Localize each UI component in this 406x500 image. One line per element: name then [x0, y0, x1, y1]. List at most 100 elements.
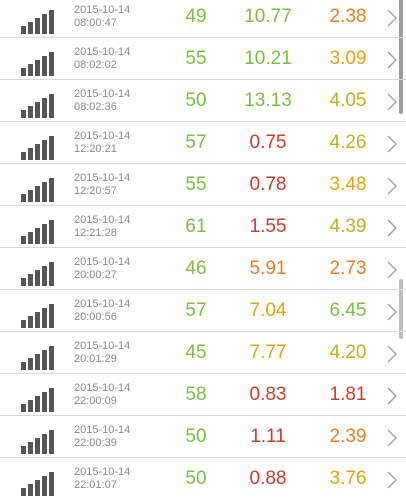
date-text: 2015-10-14 — [74, 340, 131, 352]
signal-strength-icon — [21, 136, 55, 160]
upload-value: 3.48 — [329, 174, 367, 195]
ping-value: 61 — [185, 216, 207, 237]
ping-value: 57 — [185, 132, 207, 153]
chevron-right-icon[interactable] — [386, 93, 398, 111]
signal-strength-icon — [21, 388, 55, 412]
upload-value: 4.26 — [329, 132, 367, 153]
download-value: 13.13 — [244, 90, 292, 111]
date-text: 2015-10-14 — [74, 298, 131, 310]
upload-value: 4.05 — [329, 90, 367, 111]
chevron-right-icon[interactable] — [386, 51, 398, 69]
result-row[interactable]: 2015-10-14 08:02:02 55 10.21 3.09 — [0, 38, 406, 80]
date-text: 2015-10-14 — [74, 424, 131, 436]
result-row[interactable]: 2015-10-14 20:01:29 45 7.77 4.20 — [0, 332, 406, 374]
time-text: 20:01:29 — [74, 353, 117, 365]
scrollbar-indicator[interactable] — [399, 279, 403, 339]
ping-value: 55 — [185, 174, 207, 195]
time-text: 22:00:09 — [74, 395, 117, 407]
result-row[interactable]: 2015-10-14 12:20:57 55 0.78 3.48 — [0, 164, 406, 206]
result-row[interactable]: 2015-10-14 12:21:28 61 1.55 4.39 — [0, 206, 406, 248]
time-text: 20:00:27 — [74, 269, 117, 281]
signal-strength-icon — [21, 304, 55, 328]
upload-value: 4.39 — [329, 216, 367, 237]
download-value: 5.91 — [249, 258, 287, 279]
time-text: 20:00:56 — [74, 311, 117, 323]
timestamp: 2015-10-14 20:00:27 — [74, 256, 130, 282]
time-text: 12:20:21 — [74, 143, 117, 155]
download-value: 1.55 — [249, 216, 287, 237]
timestamp: 2015-10-14 12:20:57 — [74, 172, 130, 198]
date-text: 2015-10-14 — [74, 466, 131, 478]
timestamp: 2015-10-14 08:00:47 — [74, 4, 130, 30]
chevron-right-icon[interactable] — [386, 261, 398, 279]
download-value: 7.77 — [249, 342, 287, 363]
time-text: 08:00:47 — [74, 17, 117, 29]
chevron-right-icon[interactable] — [386, 471, 398, 489]
timestamp: 2015-10-14 20:01:29 — [74, 340, 130, 366]
timestamp: 2015-10-14 08:02:36 — [74, 88, 130, 114]
download-value: 1.11 — [250, 426, 286, 447]
signal-strength-icon — [21, 472, 55, 496]
download-value: 10.77 — [244, 6, 292, 27]
upload-value: 2.73 — [329, 258, 367, 279]
chevron-right-icon[interactable] — [386, 177, 398, 195]
result-row[interactable]: 2015-10-14 22:00:09 58 0.83 1.81 — [0, 374, 406, 416]
signal-strength-icon — [21, 220, 55, 244]
result-row[interactable]: 2015-10-14 22:00:39 50 1.11 2.39 — [0, 416, 406, 458]
scrollbar-thumb[interactable] — [399, 0, 403, 114]
ping-value: 45 — [185, 342, 207, 363]
chevron-right-icon[interactable] — [386, 429, 398, 447]
signal-strength-icon — [21, 178, 55, 202]
date-text: 2015-10-14 — [74, 4, 131, 16]
timestamp: 2015-10-14 08:02:02 — [74, 46, 130, 72]
upload-value: 3.76 — [329, 468, 367, 489]
result-row[interactable]: 2015-10-14 08:00:47 49 10.77 2.38 — [0, 0, 406, 38]
download-value: 10.21 — [244, 48, 292, 69]
timestamp: 2015-10-14 22:00:39 — [74, 424, 130, 450]
download-value: 7.04 — [249, 300, 287, 321]
time-text: 22:00:39 — [74, 437, 117, 449]
date-text: 2015-10-14 — [74, 46, 131, 58]
upload-value: 1.81 — [329, 384, 367, 405]
upload-value: 3.09 — [329, 48, 367, 69]
chevron-right-icon[interactable] — [386, 219, 398, 237]
signal-strength-icon — [21, 52, 55, 76]
signal-strength-icon — [21, 94, 55, 118]
chevron-right-icon[interactable] — [386, 387, 398, 405]
result-row[interactable]: 2015-10-14 12:20:21 57 0.75 4.26 — [0, 122, 406, 164]
signal-strength-icon — [21, 346, 55, 370]
date-text: 2015-10-14 — [74, 214, 131, 226]
result-row[interactable]: 2015-10-14 20:00:56 57 7.04 6.45 — [0, 290, 406, 332]
chevron-right-icon[interactable] — [386, 135, 398, 153]
timestamp: 2015-10-14 12:21:28 — [74, 214, 130, 240]
upload-value: 6.45 — [329, 300, 367, 321]
timestamp: 2015-10-14 12:20:21 — [74, 130, 130, 156]
time-text: 12:20:57 — [74, 185, 117, 197]
result-row[interactable]: 2015-10-14 20:00:27 46 5.91 2.73 — [0, 248, 406, 290]
upload-value: 2.39 — [329, 426, 367, 447]
ping-value: 57 — [185, 300, 207, 321]
signal-strength-icon — [21, 430, 55, 454]
signal-strength-icon — [21, 10, 55, 34]
date-text: 2015-10-14 — [74, 256, 131, 268]
result-row[interactable]: 2015-10-14 08:02:36 50 13.13 4.05 — [0, 80, 406, 122]
time-text: 08:02:02 — [74, 59, 117, 71]
ping-value: 49 — [185, 6, 207, 27]
time-text: 22:01:07 — [74, 479, 117, 491]
chevron-right-icon[interactable] — [386, 345, 398, 363]
upload-value: 4.20 — [329, 342, 367, 363]
date-text: 2015-10-14 — [74, 130, 131, 142]
time-text: 08:02:36 — [74, 101, 117, 113]
ping-value: 50 — [185, 468, 207, 489]
download-value: 0.83 — [249, 384, 287, 405]
date-text: 2015-10-14 — [74, 172, 131, 184]
timestamp: 2015-10-14 22:01:07 — [74, 466, 130, 492]
ping-value: 58 — [185, 384, 207, 405]
date-text: 2015-10-14 — [74, 88, 131, 100]
download-value: 0.78 — [249, 174, 287, 195]
download-value: 0.88 — [249, 468, 287, 489]
chevron-right-icon[interactable] — [386, 9, 398, 27]
result-row[interactable]: 2015-10-14 22:01:07 50 0.88 3.76 — [0, 458, 406, 496]
chevron-right-icon[interactable] — [386, 303, 398, 321]
